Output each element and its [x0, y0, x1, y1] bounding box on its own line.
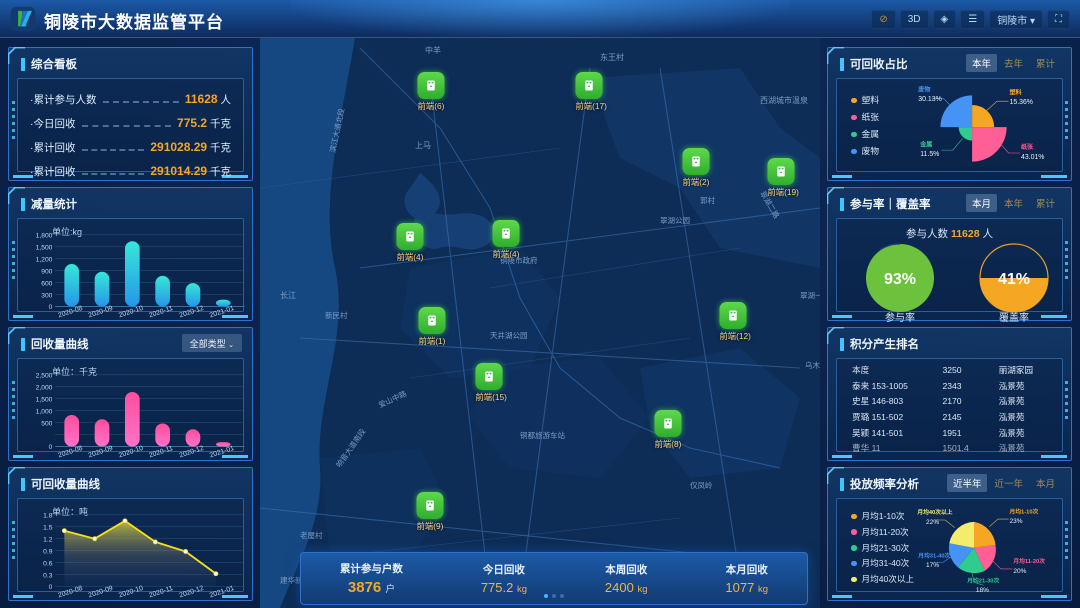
svg-text:2021-01: 2021-01	[209, 305, 235, 320]
svg-text:金属: 金属	[919, 140, 932, 148]
svg-text:月均31-40次: 月均31-40次	[917, 551, 950, 559]
svg-text:22%: 22%	[926, 519, 939, 526]
svg-text:上马: 上马	[415, 141, 431, 150]
svg-text:20%: 20%	[1013, 568, 1026, 575]
svg-text:600: 600	[41, 280, 52, 287]
svg-text:郭村: 郭村	[700, 195, 715, 205]
svg-text:覆盖率: 覆盖率	[999, 311, 1029, 324]
svg-text:23%: 23%	[1010, 518, 1023, 525]
svg-text:1,000: 1,000	[36, 408, 53, 415]
svg-text:2021-01: 2021-01	[209, 445, 235, 460]
svg-text:2020-08: 2020-08	[57, 305, 83, 320]
svg-text:1.5: 1.5	[43, 525, 53, 532]
svg-text:2020-11: 2020-11	[148, 585, 174, 599]
svg-text:2020-08: 2020-08	[57, 445, 83, 460]
svg-text:0.6: 0.6	[43, 560, 53, 567]
svg-text:新民村: 新民村	[325, 310, 348, 320]
svg-text:1,500: 1,500	[36, 396, 53, 403]
svg-text:300: 300	[41, 292, 52, 299]
svg-text:18%: 18%	[976, 587, 989, 592]
svg-text:500: 500	[41, 420, 52, 427]
svg-text:2020-12: 2020-12	[179, 305, 205, 320]
svg-text:天井湖公园: 天井湖公园	[490, 330, 528, 340]
svg-text:2020-09: 2020-09	[88, 445, 114, 460]
svg-text:0.3: 0.3	[43, 572, 53, 579]
svg-text:900: 900	[41, 268, 52, 275]
svg-text:2020-12: 2020-12	[179, 445, 205, 460]
svg-text:1.2: 1.2	[43, 536, 53, 543]
svg-text:1,500: 1,500	[36, 245, 53, 252]
svg-text:1.8: 1.8	[43, 513, 53, 520]
svg-text:老屋村: 老屋村	[300, 530, 323, 540]
svg-text:月均11-20次: 月均11-20次	[1012, 557, 1045, 565]
svg-text:中羊: 中羊	[425, 45, 441, 55]
svg-text:0: 0	[49, 584, 53, 591]
svg-text:纸张: 纸张	[1021, 143, 1034, 151]
svg-text:2020-09: 2020-09	[88, 305, 114, 320]
svg-text:塑料: 塑料	[1010, 88, 1022, 96]
svg-text:废物: 废物	[918, 86, 930, 94]
svg-text:43.01%: 43.01%	[1021, 154, 1044, 161]
svg-text:2020-12: 2020-12	[179, 585, 205, 600]
svg-text:11.5%: 11.5%	[920, 151, 939, 158]
svg-text:仅凤岭: 仅凤岭	[690, 480, 713, 490]
svg-text:2020-09: 2020-09	[88, 585, 114, 600]
svg-text:乌木山: 乌木山	[805, 360, 820, 370]
svg-text:30.13%: 30.13%	[918, 96, 941, 103]
svg-text:2021-01: 2021-01	[209, 585, 235, 600]
svg-text:0.9: 0.9	[43, 548, 53, 555]
svg-text:1,200: 1,200	[36, 256, 53, 263]
svg-text:西湖城市温泉: 西湖城市温泉	[760, 95, 808, 105]
svg-text:2020-10: 2020-10	[118, 585, 144, 600]
svg-text:17%: 17%	[926, 562, 939, 569]
svg-text:2,500: 2,500	[36, 373, 53, 380]
svg-text:长江: 长江	[280, 290, 296, 300]
svg-text:15.36%: 15.36%	[1010, 99, 1033, 106]
svg-text:2,000: 2,000	[36, 385, 53, 392]
svg-text:0: 0	[49, 304, 53, 311]
svg-text:93%: 93%	[884, 271, 916, 288]
svg-text:东王村: 东王村	[600, 52, 624, 62]
svg-text:0: 0	[49, 444, 53, 451]
svg-text:月均21-30次: 月均21-30次	[966, 576, 999, 584]
svg-text:铜都旅游车站: 铜都旅游车站	[520, 430, 565, 440]
svg-text:翠湖一路: 翠湖一路	[800, 290, 820, 300]
svg-text:41%: 41%	[998, 271, 1030, 288]
svg-text:2020-10: 2020-10	[118, 445, 144, 460]
svg-text:翠湖公园: 翠湖公园	[660, 216, 690, 225]
svg-text:1,800: 1,800	[36, 233, 53, 240]
svg-text:2020-10: 2020-10	[118, 305, 144, 320]
svg-text:参与率: 参与率	[885, 311, 915, 324]
svg-text:月均1-10次: 月均1-10次	[1009, 507, 1039, 515]
svg-text:2020-11: 2020-11	[148, 305, 174, 319]
svg-text:月均40次以上: 月均40次以上	[916, 508, 952, 516]
svg-text:2020-11: 2020-11	[148, 445, 174, 459]
svg-text:2020-08: 2020-08	[57, 585, 83, 600]
